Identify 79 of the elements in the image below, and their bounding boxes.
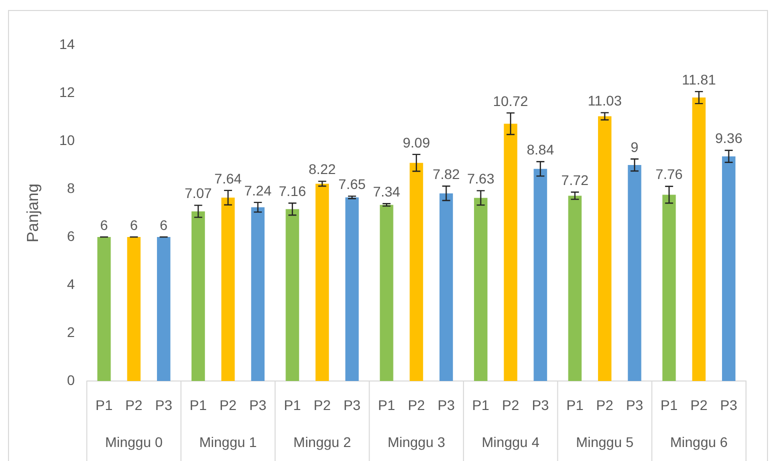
y-tick-label: 6 bbox=[66, 228, 75, 244]
x-tick-label: Minggu 1 bbox=[199, 434, 258, 450]
data-label: 9 bbox=[630, 138, 639, 155]
y-tick-label: 14 bbox=[59, 36, 75, 52]
x-tick-label: Minggu 2 bbox=[293, 434, 352, 450]
bar bbox=[380, 204, 394, 381]
text: P1 bbox=[660, 396, 678, 413]
series-label: P3 bbox=[720, 396, 738, 413]
text: P2 bbox=[408, 396, 425, 413]
x-tick-label: Minggu 6 bbox=[670, 434, 728, 450]
text: P1 bbox=[566, 396, 584, 413]
text: P2 bbox=[314, 396, 331, 413]
y-tick-label: 0 bbox=[66, 372, 75, 388]
text: P1 bbox=[190, 396, 207, 413]
data-label: 7.16 bbox=[278, 183, 306, 200]
y-tick-label: 10 bbox=[59, 132, 75, 148]
data-label: 6 bbox=[160, 216, 168, 233]
bar bbox=[504, 124, 518, 381]
data-label: 11.03 bbox=[588, 92, 622, 109]
text: P1 bbox=[472, 396, 490, 413]
data-label: 7.72 bbox=[561, 172, 589, 188]
x-tick-label: Minggu 3 bbox=[388, 434, 446, 450]
y-tick-label: 4 bbox=[66, 276, 75, 292]
text: P3 bbox=[626, 396, 644, 413]
data-label: 9.36 bbox=[715, 130, 743, 146]
bar bbox=[286, 209, 300, 381]
text: P2 bbox=[690, 396, 708, 413]
bar bbox=[722, 156, 736, 381]
bar bbox=[474, 198, 488, 381]
y-tick-label: 8 bbox=[66, 180, 75, 196]
bar bbox=[410, 162, 424, 381]
series-label: P1 bbox=[284, 396, 302, 413]
y-tick-label: 12 bbox=[59, 84, 75, 100]
data-label: 6 bbox=[100, 216, 108, 233]
text: P3 bbox=[155, 396, 172, 413]
data-label: 9.09 bbox=[402, 134, 430, 150]
y-axis-title: Panjang bbox=[25, 184, 42, 242]
series-label: P2 bbox=[125, 396, 143, 413]
data-label: 11.81 bbox=[682, 71, 716, 88]
data-label: 7.82 bbox=[432, 166, 460, 182]
bar bbox=[127, 237, 141, 381]
data-label: 8.22 bbox=[308, 161, 336, 178]
bar bbox=[568, 196, 582, 381]
bar bbox=[534, 168, 548, 381]
text: P3 bbox=[438, 396, 455, 413]
text: P1 bbox=[95, 396, 113, 413]
data-label: 6 bbox=[130, 216, 138, 233]
text: P3 bbox=[343, 396, 361, 413]
data-label: 10.72 bbox=[493, 92, 528, 109]
data-label: 7.76 bbox=[655, 166, 683, 182]
text: P2 bbox=[219, 396, 237, 413]
bar bbox=[662, 194, 676, 381]
data-label: 7.07 bbox=[184, 185, 212, 202]
bar bbox=[628, 165, 642, 381]
bar bbox=[440, 193, 453, 381]
text: P2 bbox=[596, 396, 614, 413]
data-label: 7.34 bbox=[372, 184, 400, 200]
x-tick-label: Minggu 5 bbox=[576, 434, 634, 450]
text: P3 bbox=[532, 396, 549, 413]
bar bbox=[345, 197, 359, 381]
text: P2 bbox=[502, 396, 520, 413]
bar bbox=[97, 237, 111, 381]
y-tick-label: 2 bbox=[66, 324, 75, 340]
x-tick-label: Minggu 4 bbox=[482, 434, 540, 450]
data-label: 7.24 bbox=[244, 182, 272, 198]
bar bbox=[192, 211, 205, 381]
text: P3 bbox=[249, 396, 266, 413]
bar bbox=[251, 207, 265, 381]
data-label: 7.63 bbox=[467, 170, 495, 187]
bar bbox=[316, 184, 329, 381]
bar bbox=[692, 98, 706, 381]
data-label: 8.84 bbox=[526, 142, 554, 158]
data-label: 7.64 bbox=[214, 170, 242, 186]
bar bbox=[221, 198, 235, 381]
text: P1 bbox=[378, 396, 396, 413]
bar bbox=[156, 237, 170, 381]
x-tick-label: Minggu 0 bbox=[105, 434, 163, 450]
bar bbox=[598, 116, 612, 381]
data-label: 7.65 bbox=[338, 176, 366, 192]
